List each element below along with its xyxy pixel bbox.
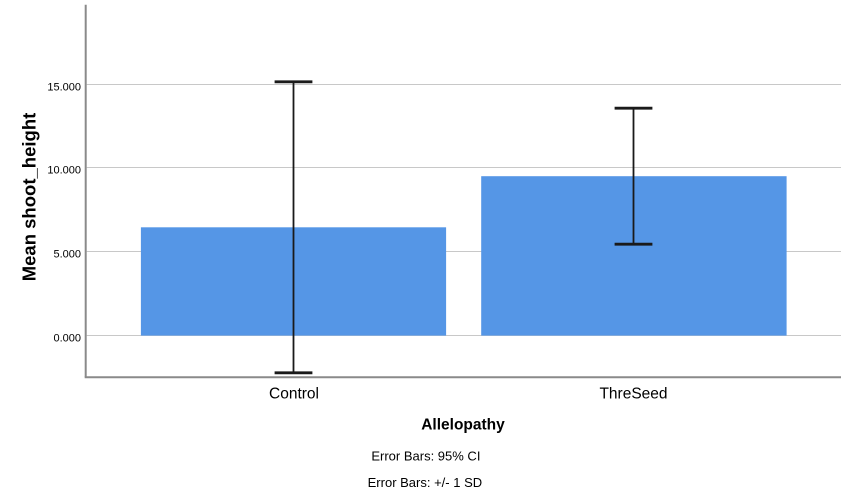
svg-text:Control: Control [269, 386, 319, 403]
svg-text:ThreSeed: ThreSeed [599, 386, 667, 403]
svg-text:Error Bars: 95% CI: Error Bars: 95% CI [371, 449, 480, 464]
svg-text:5.000: 5.000 [53, 249, 81, 261]
svg-text:Mean shoot_height: Mean shoot_height [19, 113, 40, 282]
svg-text:0.000: 0.000 [53, 333, 81, 345]
svg-text:10.000: 10.000 [47, 165, 81, 177]
svg-text:Error Bars: +/- 1 SD: Error Bars: +/- 1 SD [368, 475, 483, 490]
svg-text:Allelopathy: Allelopathy [421, 416, 505, 433]
svg-text:15.000: 15.000 [47, 82, 81, 94]
